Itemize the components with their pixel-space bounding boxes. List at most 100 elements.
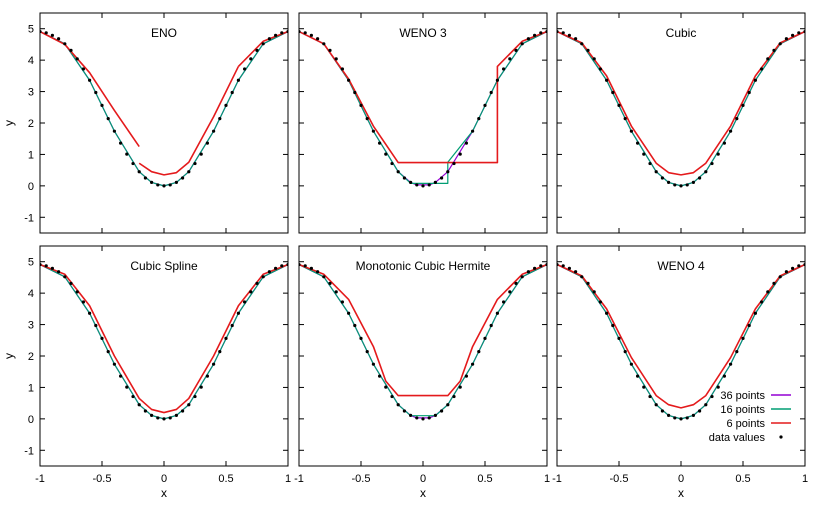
data-value-point bbox=[648, 394, 652, 399]
data-value-point bbox=[243, 67, 247, 71]
data-value-point bbox=[347, 311, 351, 315]
data-value-point bbox=[477, 117, 481, 121]
data-value-point bbox=[267, 270, 271, 274]
data-value-point bbox=[174, 413, 178, 417]
data-value-point bbox=[359, 336, 363, 340]
data-value-point bbox=[502, 300, 506, 304]
data-value-point bbox=[303, 264, 307, 268]
data-value-point bbox=[753, 311, 758, 315]
data-value-point bbox=[174, 180, 178, 184]
data-value-point bbox=[520, 275, 524, 279]
data-value-point bbox=[415, 416, 419, 420]
panel-frame bbox=[556, 245, 806, 467]
panel-2: Cubic bbox=[556, 12, 806, 234]
data-value-point bbox=[255, 281, 259, 285]
panel-title: WENO 3 bbox=[399, 26, 447, 40]
data-value-point bbox=[433, 413, 437, 417]
data-value-point bbox=[224, 103, 228, 107]
data-value-point bbox=[704, 170, 708, 174]
y-tick-label: 5 bbox=[28, 257, 34, 269]
plot-area bbox=[557, 246, 805, 466]
data-value-point bbox=[514, 281, 518, 285]
legend-label: data values bbox=[709, 432, 766, 444]
data-value-point bbox=[698, 409, 702, 413]
data-value-point bbox=[729, 129, 733, 133]
data-value-point bbox=[691, 180, 696, 184]
data-value-point bbox=[137, 403, 141, 407]
data-value-point bbox=[303, 31, 307, 35]
y-tick-label: 4 bbox=[28, 55, 34, 67]
plot-area bbox=[40, 13, 288, 233]
y-axis-label: y bbox=[2, 353, 16, 359]
data-value-point bbox=[409, 180, 413, 184]
data-value-point bbox=[212, 129, 216, 133]
data-value-point bbox=[735, 117, 739, 121]
data-value-point bbox=[131, 394, 135, 399]
data-value-point bbox=[340, 67, 344, 71]
data-value-point bbox=[421, 184, 425, 188]
y-tick-label: 1 bbox=[28, 382, 34, 394]
data-value-point bbox=[440, 176, 444, 180]
data-value-point bbox=[797, 31, 801, 35]
data-value-point bbox=[143, 409, 147, 413]
data-value-point bbox=[433, 180, 437, 184]
panel-title: Cubic Spline bbox=[130, 259, 198, 273]
panel-frame bbox=[298, 245, 548, 467]
data-value-point bbox=[63, 275, 67, 279]
data-value-point bbox=[396, 403, 400, 407]
x-tick-label: 1 bbox=[285, 473, 291, 485]
data-value-point bbox=[611, 323, 615, 328]
series-group bbox=[40, 29, 288, 188]
data-value-point bbox=[181, 176, 185, 180]
data-value-point bbox=[205, 141, 209, 145]
x-tick-label: 1 bbox=[544, 473, 550, 485]
x-axis-label: x bbox=[420, 486, 426, 500]
data-value-point bbox=[57, 37, 61, 41]
data-value-point bbox=[88, 78, 92, 82]
data-value-point bbox=[75, 290, 79, 294]
data-value-point bbox=[396, 170, 400, 174]
data-value-point bbox=[409, 413, 413, 417]
data-value-point bbox=[199, 385, 203, 389]
data-value-point bbox=[636, 374, 640, 378]
data-value-point bbox=[508, 57, 512, 61]
x-axis-label: x bbox=[161, 486, 167, 500]
data-value-point bbox=[452, 161, 456, 166]
series-line-6-points bbox=[557, 30, 805, 176]
data-value-point bbox=[673, 183, 677, 187]
x-tick-label: 1 bbox=[802, 473, 808, 485]
data-value-point bbox=[561, 264, 565, 268]
data-value-point bbox=[704, 403, 708, 407]
data-value-point bbox=[402, 409, 406, 413]
x-tick-label: 0 bbox=[420, 473, 426, 485]
data-value-point bbox=[778, 42, 782, 46]
data-value-point bbox=[316, 270, 320, 274]
data-value-point bbox=[629, 362, 634, 366]
data-value-point bbox=[230, 323, 234, 328]
panel-4: -1 -0.5 0 0.5 1 x Monotonic Cubic Hermite bbox=[294, 245, 550, 500]
data-value-point bbox=[539, 31, 543, 35]
data-value-point bbox=[710, 394, 714, 399]
data-value-point bbox=[94, 323, 98, 328]
data-value-point bbox=[660, 409, 665, 413]
y-tick-label: 0 bbox=[28, 181, 34, 193]
series-line-6-points bbox=[138, 66, 240, 176]
panel-5: -1 -0.5 0 0.5 1 x WENO 4 36 points 16 points 6 po… bbox=[552, 245, 808, 500]
data-value-point bbox=[685, 416, 689, 420]
data-value-point bbox=[722, 141, 727, 145]
y-tick-label: 3 bbox=[28, 87, 34, 99]
data-value-point bbox=[280, 264, 284, 268]
data-value-point bbox=[218, 117, 222, 121]
data-value-point bbox=[81, 67, 85, 71]
plot-area bbox=[557, 13, 805, 233]
data-value-point bbox=[255, 48, 259, 53]
data-value-point bbox=[685, 183, 689, 187]
data-value-point bbox=[309, 33, 313, 37]
y-tick-label: -1 bbox=[24, 445, 34, 457]
data-value-point bbox=[156, 183, 160, 187]
data-value-point bbox=[57, 270, 61, 274]
data-value-point bbox=[199, 152, 203, 156]
data-value-point bbox=[446, 403, 450, 407]
data-value-point bbox=[574, 37, 578, 41]
data-value-point bbox=[667, 180, 671, 184]
